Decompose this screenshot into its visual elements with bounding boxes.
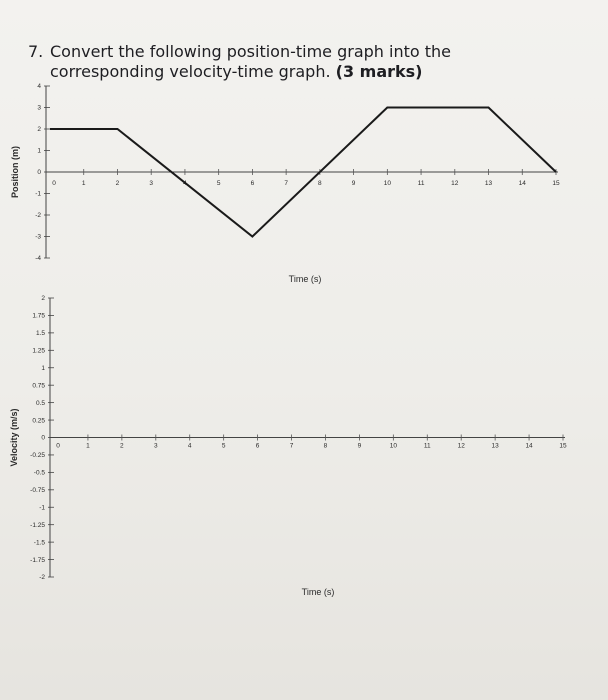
pos-y-tick-label: -4 — [35, 255, 41, 262]
vel-x-tick-label: 6 — [256, 443, 260, 450]
vel-y-tick-label: 0 — [41, 435, 45, 442]
pos-x-tick-label: 12 — [451, 180, 459, 187]
vel-y-tick-label: -1.5 — [34, 539, 46, 546]
vel-x-tick-label: 10 — [390, 443, 398, 450]
vel-x-tick-label: 14 — [525, 443, 533, 450]
pos-x-tick-label: 1 — [82, 180, 86, 187]
vel-x-tick-label: 5 — [222, 443, 226, 450]
vel-y-tick-label: -1 — [39, 504, 45, 511]
vel-y-tick-label: -1.25 — [30, 522, 45, 529]
vel-x-tick-label: 8 — [324, 443, 328, 450]
vel-x-tick-label: 12 — [458, 443, 466, 450]
vel-y-tick-label: 0.25 — [32, 417, 45, 424]
pos-x-tick-label: 7 — [284, 180, 288, 187]
pos-x-tick-label: 9 — [352, 180, 356, 187]
pos-y-tick-label: 3 — [37, 105, 41, 112]
vel-x-tick-label: 4 — [188, 443, 192, 450]
vel-y-tick-label: 1.25 — [32, 348, 45, 355]
pos-x-axis-title: Time (s) — [289, 274, 322, 284]
vel-x-tick-label: 9 — [358, 443, 362, 450]
vel-y-tick-label: 1 — [41, 365, 45, 372]
pos-y-tick-label: 0 — [37, 169, 41, 176]
vel-y-tick-label: 1.75 — [32, 313, 45, 320]
vel-y-axis-title: Velocity (m/s) — [9, 408, 19, 466]
vel-y-tick-label: -0.75 — [30, 487, 45, 494]
pos-x-tick-label: 14 — [519, 180, 527, 187]
pos-y-tick-label: 4 — [37, 83, 41, 90]
question-marks: (3 marks) — [335, 62, 423, 81]
vel-x-axis-title: Time (s) — [302, 587, 335, 597]
question-text: Convert the following position-time grap… — [50, 42, 560, 82]
vel-y-tick-label: 2 — [41, 295, 45, 302]
pos-x-tick-label: 5 — [217, 180, 221, 187]
pos-x-tick-label: 10 — [384, 180, 392, 187]
vel-y-tick-label: -2 — [39, 574, 45, 581]
pos-y-tick-label: 2 — [37, 126, 41, 133]
vel-x-tick-label: 3 — [154, 443, 158, 450]
pos-x-tick-label: 6 — [251, 180, 255, 187]
pos-x-tick-label: 2 — [116, 180, 120, 187]
vel-y-tick-label: -0.25 — [30, 452, 45, 459]
vel-x-tick-label: 1 — [86, 443, 90, 450]
vel-y-tick-label: -0.5 — [34, 470, 46, 477]
vel-x-tick-label: 0 — [56, 443, 60, 450]
pos-x-tick-label: 8 — [318, 180, 322, 187]
pos-series-line — [50, 106, 557, 238]
vel-y-tick-label: 0.75 — [32, 382, 45, 389]
pos-x-tick-label: 13 — [485, 180, 493, 187]
vel-x-tick-label: 15 — [559, 443, 567, 450]
pos-x-tick-label: 11 — [418, 180, 425, 187]
pos-y-tick-label: -2 — [35, 212, 41, 219]
pos-y-tick-label: -1 — [35, 191, 41, 198]
question-number: 7. — [28, 42, 44, 61]
pos-x-tick-label: 3 — [149, 180, 153, 187]
vel-x-tick-label: 2 — [120, 443, 124, 450]
vel-y-tick-label: -1.75 — [30, 557, 45, 564]
vel-x-tick-label: 7 — [290, 443, 294, 450]
pos-x-tick-label: 15 — [552, 180, 560, 187]
vel-y-tick-label: 0.5 — [36, 400, 45, 407]
pos-y-tick-label: 1 — [37, 148, 41, 155]
pos-y-axis-title: Position (m) — [10, 146, 20, 198]
vel-y-tick-label: 1.5 — [36, 330, 45, 337]
velocity-time-graph: 2 1.75 1.5 1.25 1 0.75 0.5 0.25 0 -0.25 -0.5 -0.75 -… — [9, 295, 567, 597]
question-prompt: Convert the following position-time grap… — [50, 42, 452, 81]
vel-x-tick-label: 13 — [492, 443, 500, 450]
vel-x-tick-label: 11 — [424, 443, 431, 450]
pos-y-tick-label: -3 — [35, 234, 41, 241]
pos-x-tick-label: 0 — [52, 180, 56, 187]
